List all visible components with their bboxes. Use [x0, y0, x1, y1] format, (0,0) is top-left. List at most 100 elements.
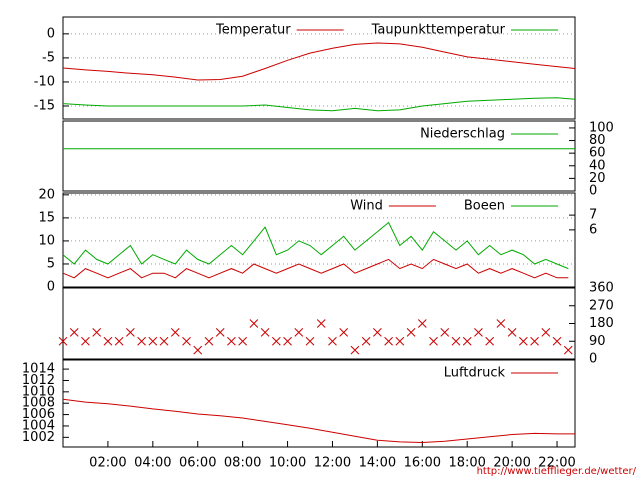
panel-frame: [62, 192, 576, 288]
direction-marker: [530, 336, 539, 346]
legend-label: Temperatur: [215, 23, 291, 38]
y2-tick-label: 7: [589, 208, 597, 223]
direction-marker: [474, 328, 483, 337]
direction-marker: [440, 328, 450, 337]
direction-marker: [260, 328, 270, 337]
series-line: [62, 221, 569, 270]
x-tick-label: 14:00: [359, 456, 396, 471]
legend-label: Boeen: [464, 199, 505, 214]
y-tick-label: -15: [34, 99, 55, 114]
direction-marker: [92, 328, 102, 337]
direction-marker: [361, 336, 371, 346]
y-tick-label: 1006: [22, 407, 55, 422]
y2-tick-label: 6: [589, 222, 597, 237]
direction-marker: [339, 328, 349, 337]
y2-tick-label: 180: [589, 316, 614, 331]
direction-marker: [103, 336, 113, 346]
panel-frame: [62, 359, 576, 448]
x-tick-label: 08:00: [224, 456, 261, 471]
direction-marker: [193, 345, 203, 355]
y-tick-label: 5: [47, 256, 55, 271]
x-tick-label: 10:00: [269, 456, 306, 471]
x-tick-label: 16:00: [404, 456, 441, 471]
y-tick-label: 0: [47, 280, 55, 295]
y-tick-label: 1004: [22, 418, 55, 433]
direction-marker: [462, 336, 472, 346]
y-tick-label: 1008: [22, 396, 55, 411]
series-line: [62, 258, 569, 279]
series-line: [62, 42, 576, 81]
y-tick-label: -5: [42, 50, 55, 65]
y2-tick-label: 60: [589, 146, 606, 161]
panel-frame: [62, 287, 576, 360]
direction-marker: [159, 336, 169, 346]
direction-marker: [507, 328, 517, 337]
panel-frame: [62, 120, 576, 192]
legend-label: Taupunkttemperatur: [371, 23, 506, 38]
direction-marker: [283, 336, 292, 346]
y-tick-label: 1012: [22, 373, 55, 388]
y2-tick-label: 40: [589, 158, 606, 173]
direction-marker: [271, 336, 281, 346]
direction-marker: [126, 328, 135, 337]
y-tick-label: 1014: [22, 362, 55, 377]
direction-marker: [496, 319, 506, 328]
direction-marker: [552, 336, 562, 346]
direction-marker: [204, 336, 214, 346]
direction-marker: [238, 336, 248, 346]
y-tick-label: 1010: [22, 384, 55, 399]
x-tick-label: 02:00: [89, 456, 126, 471]
direction-marker: [294, 328, 304, 337]
direction-marker: [541, 328, 551, 337]
y2-tick-label: 270: [589, 298, 614, 313]
direction-marker: [81, 336, 90, 346]
x-tick-label: 18:00: [448, 456, 485, 471]
direction-marker: [563, 345, 573, 355]
y-tick-label: 1002: [22, 430, 55, 445]
y-tick-label: 20: [38, 187, 55, 202]
x-tick-label: 06:00: [179, 456, 216, 471]
y2-tick-label: 80: [589, 133, 606, 148]
direction-marker: [417, 319, 427, 328]
direction-marker: [451, 336, 461, 346]
series-line: [62, 97, 576, 112]
legend-label: Niederschlag: [420, 127, 505, 142]
y-tick-label: 15: [38, 210, 55, 225]
series-line: [62, 398, 575, 444]
direction-marker: [69, 328, 79, 337]
x-tick-label: 04:00: [134, 456, 171, 471]
direction-marker: [182, 336, 191, 346]
direction-marker: [227, 336, 236, 346]
direction-marker: [114, 336, 124, 346]
y-tick-label: 10: [38, 233, 55, 248]
direction-marker: [305, 336, 315, 346]
x-tick-label: 12:00: [314, 456, 351, 471]
direction-marker: [137, 336, 146, 346]
y-tick-label: 0: [47, 26, 55, 41]
direction-marker: [406, 328, 416, 337]
y-tick-label: -10: [34, 74, 55, 89]
direction-marker: [485, 336, 495, 346]
direction-marker: [58, 336, 68, 346]
y2-tick-label: 360: [589, 281, 614, 296]
legend-label: Luftdruck: [444, 366, 506, 381]
y2-tick-label: 90: [589, 334, 606, 349]
direction-marker: [148, 336, 158, 346]
direction-marker: [518, 336, 528, 346]
direction-marker: [328, 336, 337, 346]
footer-url: http://www.tiefflieger.de/wetter/: [477, 466, 637, 477]
x-tick-label: 22:00: [538, 456, 575, 471]
direction-marker: [429, 336, 438, 346]
legend-label: Wind: [350, 199, 383, 214]
direction-marker: [384, 336, 393, 346]
y2-tick-label: 0: [589, 184, 597, 199]
direction-marker: [350, 345, 360, 355]
x-tick-label: 20:00: [493, 456, 530, 471]
direction-marker: [316, 319, 326, 328]
direction-marker: [395, 336, 405, 346]
direction-marker: [249, 319, 259, 328]
y2-tick-label: 0: [589, 352, 597, 367]
direction-marker: [170, 328, 180, 337]
direction-marker: [215, 328, 225, 337]
